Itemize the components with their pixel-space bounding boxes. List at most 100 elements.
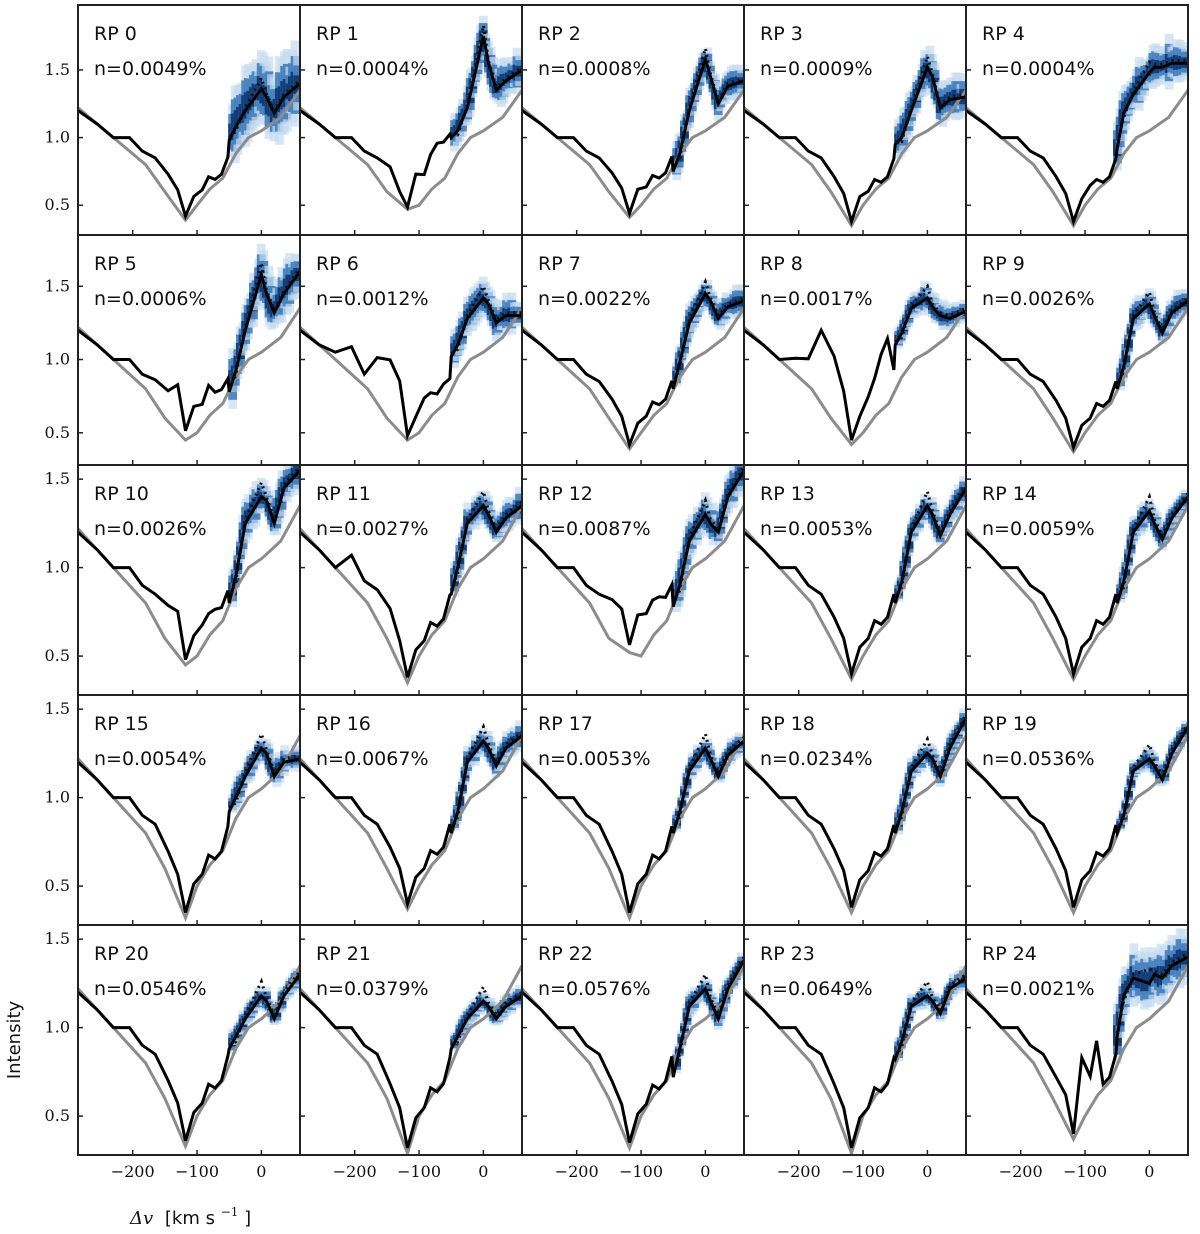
panel-13: RP 13 n=0.0053% [743,464,967,696]
y-tick-label: 0.5 [45,195,70,214]
fit-profile-dotted-line [1115,492,1188,601]
panel-fraction-label: n=0.0067% [316,748,429,770]
plot-area [78,964,300,1151]
panel-label: RP 13 [760,483,815,505]
x-tick-label: −200 [555,1162,599,1181]
panel-fraction-label: n=0.0004% [316,58,429,80]
panel-22: RP 22 n=0.0576% −200 −100 0 [521,924,745,1181]
panel-grid: RP 0 n=0.0049% 0.5 1.0 1.5 RP 1 n=0.0004% RP 2 n… [45,4,1189,1181]
fit-profile-dotted-line [450,282,522,355]
x-tick-label: −100 [841,1162,885,1181]
plot-area [300,720,522,913]
y-tick-label: 0.5 [45,1106,70,1125]
panel-15: RP 15 n=0.0054% 0.5 1.0 1.5 [45,694,301,926]
panel-20: RP 20 n=0.0546% 0.5 1.0 1.5 −200 −100 0 [45,924,301,1181]
panel-label: RP 12 [538,483,593,505]
x-axis-label: Δv [km s −1 ] [129,1200,251,1229]
panel-fraction-label: n=0.0649% [760,978,873,1000]
plot-area [744,476,966,683]
fit-profile-dotted-line [1115,722,1188,831]
panel-label: RP 4 [982,23,1025,45]
panel-9: RP 9 n=0.0026% [965,234,1189,466]
plot-area [78,729,300,923]
observed-profile-line [78,469,300,661]
y-tick-label: 1.5 [45,469,70,488]
observed-profile-line [966,955,1188,1135]
model-profile-line [78,964,300,1151]
observed-profile-line [78,82,300,221]
model-profile-line [78,307,300,443]
observed-profile-line [522,739,744,914]
observed-profile-line [522,959,744,1144]
y-tick-label: 1.0 [45,788,70,807]
fit-profile-dotted-line [671,47,744,170]
panel-fraction-label: n=0.0059% [982,518,1095,540]
panel-fraction-label: n=0.0054% [94,748,207,770]
panel-14: RP 14 n=0.0059% [965,464,1189,696]
panel-fraction-label: n=0.0022% [538,288,651,310]
x-tick-label: −100 [619,1162,663,1181]
plot-area [300,964,522,1155]
x-tick-label: −100 [175,1162,219,1181]
panel-24: RP 24 n=0.0021% −200 −100 0 [965,924,1189,1181]
panel-fraction-label: n=0.0576% [538,978,651,1000]
panel-4: RP 4 n=0.0004% [965,4,1189,236]
panel-7: RP 7 n=0.0022% [521,234,745,466]
model-profile-line [522,964,744,1153]
x-tick-label: −200 [777,1162,821,1181]
x-tick-label: 0 [478,1162,488,1181]
plot-area [744,45,966,229]
model-profile-line [744,964,966,1155]
panel-label: RP 6 [316,253,359,275]
panel-0: RP 0 n=0.0049% 0.5 1.0 1.5 [45,4,301,236]
panel-label: RP 2 [538,23,581,45]
observed-profile-line [966,495,1188,680]
observed-profile-line [522,53,744,219]
panel-6: RP 6 n=0.0012% [299,234,523,466]
fit-profile-dotted-line [671,956,744,1075]
model-profile-line [300,734,522,913]
panel-label: RP 3 [760,23,803,45]
panel-label: RP 23 [760,943,815,965]
model-profile-line [78,504,300,667]
x-tick-label: −200 [999,1162,1043,1181]
plot-area [78,243,300,443]
observed-profile-line [966,726,1188,908]
model-profile-line [522,307,744,452]
observed-profile-line [78,269,300,432]
x-tick-label: −200 [111,1162,155,1181]
y-tick-label: 1.5 [45,929,70,948]
observed-profile-line [522,469,744,646]
model-profile-line [744,89,966,229]
fit-profile-dotted-line [449,487,522,592]
panel-label: RP 21 [316,943,371,965]
plot-area [744,964,966,1155]
observed-profile-line [744,63,966,227]
fit-profile-dotted-line [895,51,966,144]
panel-label: RP 17 [538,713,593,735]
model-profile-line [78,734,300,923]
x-axis-label-close: ] [244,1208,251,1229]
panel-label: RP 19 [982,713,1037,735]
observed-profile-line [744,976,966,1149]
y-tick-label: 0.5 [45,876,70,895]
plot-area [300,276,522,443]
panel-21: RP 21 n=0.0379% −200 −100 0 [299,924,523,1181]
model-profile-line [744,504,966,683]
y-tick-label: 1.0 [45,1018,70,1037]
model-profile-line [966,734,1188,917]
panel-fraction-label: n=0.0053% [538,748,651,770]
panel-label: RP 8 [760,253,803,275]
panel-fraction-label: n=0.0379% [316,978,429,1000]
panel-1: RP 1 n=0.0004% [299,4,523,236]
panel-19: RP 19 n=0.0536% [965,694,1189,926]
model-profile-line [966,307,1188,455]
observed-profile-line [300,991,522,1149]
model-profile-line [300,964,522,1155]
panel-fraction-label: n=0.0017% [760,288,873,310]
panel-11: RP 11 n=0.0027% [299,464,523,696]
y-tick-label: 1.5 [45,60,70,79]
plot-area [522,952,744,1153]
fit-profile-dotted-line [1115,288,1188,387]
panel-label: RP 22 [538,943,593,965]
